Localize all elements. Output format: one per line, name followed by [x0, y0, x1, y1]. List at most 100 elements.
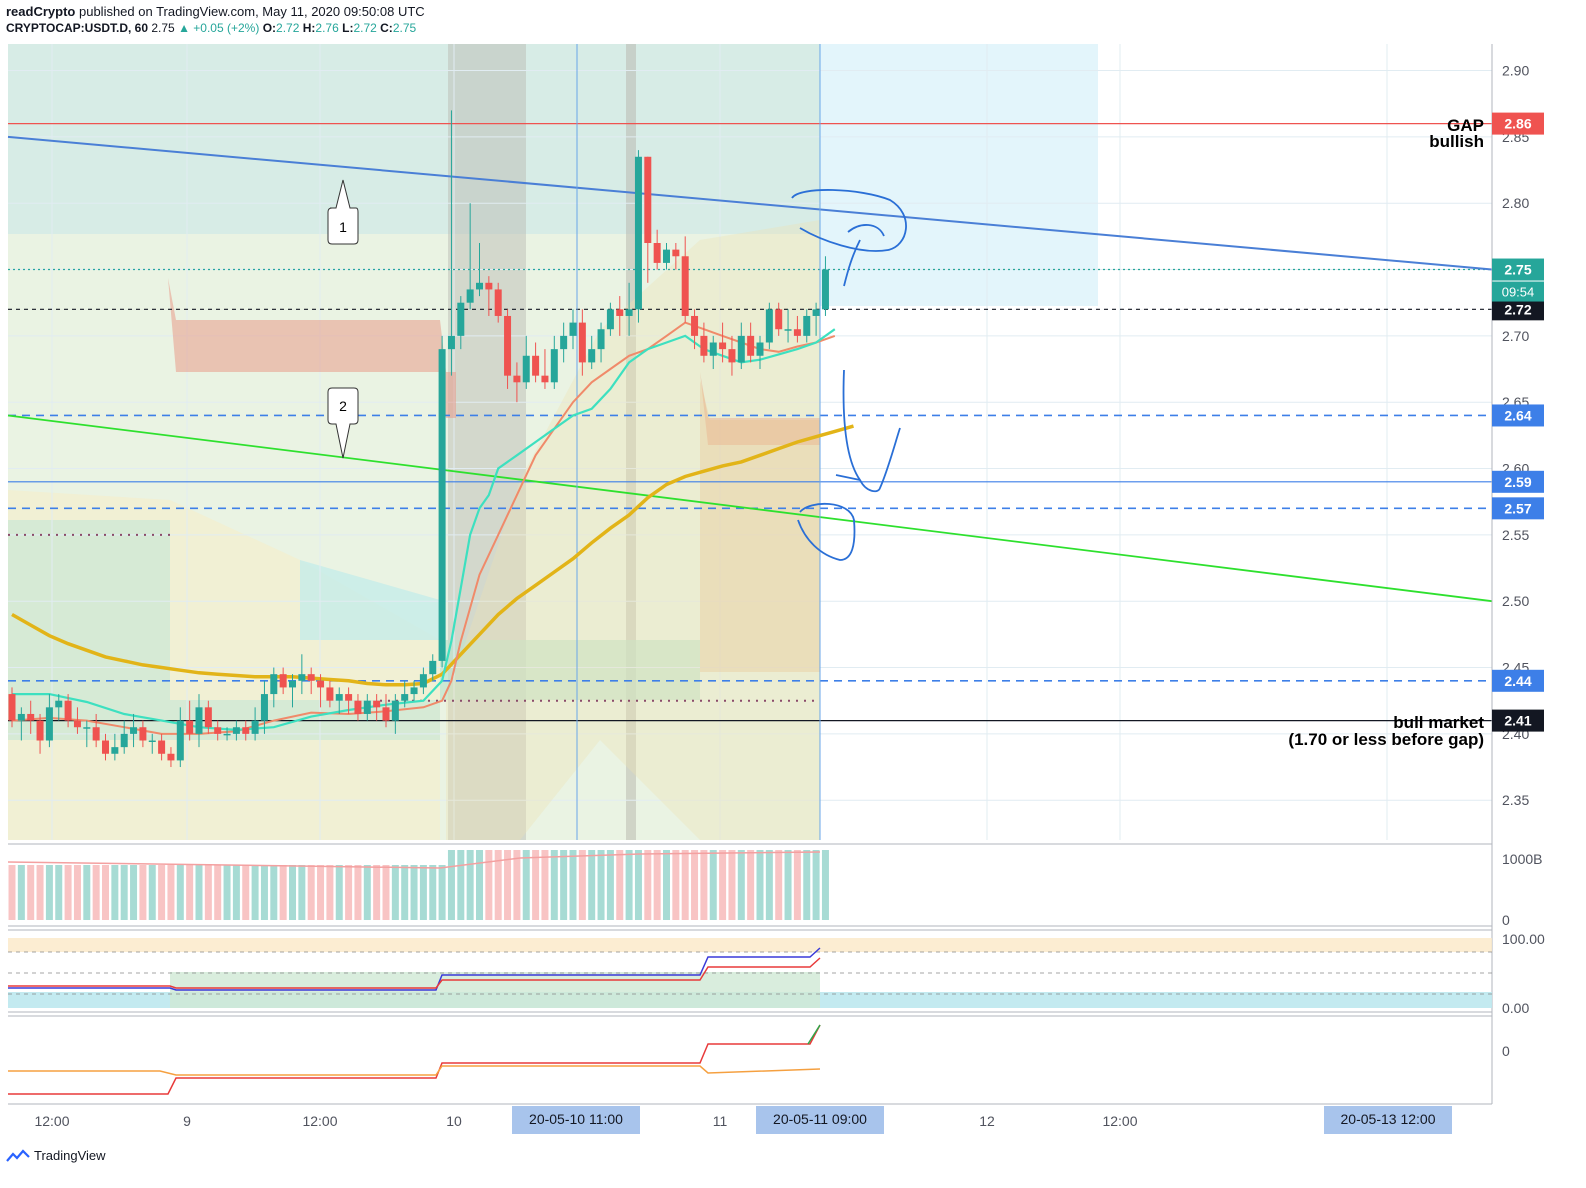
- candle: [606, 302, 614, 336]
- candle: [167, 747, 175, 768]
- volume-bar: [644, 850, 652, 920]
- volume-bar: [821, 850, 829, 920]
- candle: [756, 335, 764, 370]
- candle-body: [419, 674, 427, 688]
- volume-bar: [466, 850, 474, 920]
- candle-body: [728, 349, 736, 363]
- candle-body: [382, 707, 390, 721]
- volume-bar: [709, 850, 717, 920]
- candle-body: [466, 289, 474, 303]
- last-price: 2.75: [151, 21, 175, 35]
- callout-1: [327, 179, 359, 245]
- volume-bar: [775, 850, 783, 920]
- candle: [139, 720, 147, 748]
- price-tag-text: 2.44: [1504, 673, 1531, 689]
- candle: [588, 335, 596, 370]
- osc-red-line: [8, 957, 821, 989]
- time-highlight-text: 20-05-13 12:00: [1341, 1111, 1436, 1127]
- candle: [550, 335, 558, 389]
- candle-body: [747, 335, 755, 356]
- close-value: 2.75: [392, 21, 417, 35]
- volume-bar: [64, 865, 72, 920]
- volume-bar: [167, 865, 175, 920]
- candle-body: [92, 727, 100, 741]
- symbol-legend: CRYPTOCAP:USDT.D, 60 2.75 ▲ +0.05 (+2%) …: [6, 21, 416, 35]
- candle: [36, 713, 44, 754]
- candle: [663, 243, 670, 270]
- volume-bar: [419, 865, 427, 920]
- candle-body: [681, 256, 689, 316]
- lower-tick-label: 0: [1502, 1043, 1510, 1059]
- volume-bar: [691, 850, 699, 920]
- candle-body: [644, 156, 652, 243]
- volume-bar: [747, 850, 755, 920]
- symbol-name[interactable]: CRYPTOCAP:USDT.D, 60: [6, 21, 149, 35]
- candle: [466, 203, 474, 310]
- candle: [419, 667, 427, 695]
- callout-2-text: 2: [339, 398, 347, 414]
- candle: [345, 687, 353, 714]
- candle: [270, 667, 278, 708]
- candle: [158, 733, 166, 761]
- time-tick-label: 10: [446, 1113, 462, 1129]
- candle-body: [719, 342, 727, 350]
- candle-body: [55, 700, 63, 708]
- candle-body: [597, 329, 605, 350]
- price-chart[interactable]: 12 2.902.852.802.752.702.652.602.552.502…: [0, 0, 1586, 1148]
- candle: [92, 713, 100, 748]
- candle: [429, 654, 437, 681]
- candle-body: [476, 282, 483, 290]
- volume-bar: [45, 865, 53, 920]
- candle: [130, 713, 138, 748]
- volume-bar: [307, 865, 315, 920]
- candle-body: [821, 269, 829, 310]
- candle-body: [345, 694, 353, 701]
- volume-bar: [663, 850, 670, 920]
- cloud-red-band: [8, 278, 820, 445]
- price-tag-2.59: 2.59: [1492, 470, 1544, 493]
- time-highlight: 20-05-10 11:00: [512, 1106, 640, 1134]
- price-tag-2.75: 2.75: [1492, 258, 1544, 281]
- volume-bar: [270, 865, 278, 920]
- price-tick-label: 2.70: [1502, 328, 1529, 344]
- candle-body: [700, 335, 708, 356]
- candle-body: [73, 720, 81, 728]
- candle: [784, 309, 792, 343]
- candle-body: [242, 727, 250, 734]
- candle: [616, 296, 624, 336]
- volume-bar: [634, 850, 642, 920]
- price-change: ▲ +0.05 (+2%): [178, 21, 260, 35]
- candle-body: [391, 700, 399, 721]
- candle-body: [270, 674, 278, 695]
- candle-body: [307, 674, 315, 681]
- candle-body: [27, 713, 35, 721]
- volume-bar: [765, 850, 773, 920]
- tradingview-footer[interactable]: TradingView: [6, 1148, 106, 1163]
- candle-body: [326, 687, 334, 701]
- candle: [438, 335, 446, 668]
- candle-body: [803, 315, 811, 336]
- zone-upper-teal: [8, 44, 820, 234]
- publisher-name[interactable]: readCrypto: [6, 4, 76, 19]
- candle-body: [373, 700, 381, 708]
- price-tag-text: 2.41: [1504, 713, 1531, 729]
- volume-bar: [438, 865, 446, 920]
- high-value: 2.76: [315, 21, 339, 35]
- countdown-text: 09:54: [1502, 285, 1535, 300]
- zone-green-lower: [440, 640, 700, 700]
- countdown-tag: 09:54: [1492, 281, 1544, 302]
- candle: [560, 322, 568, 363]
- volume-bar: [784, 850, 792, 920]
- session-band-2: [626, 44, 636, 840]
- time-tick-label: 9: [183, 1113, 191, 1129]
- candle-body: [765, 309, 773, 343]
- price-tag-bg: [1492, 298, 1544, 321]
- candle-body: [625, 309, 633, 316]
- candle-body: [17, 713, 25, 721]
- candle-body: [485, 282, 493, 290]
- volume-bar: [130, 865, 138, 920]
- candle-body: [737, 335, 745, 363]
- candle: [8, 687, 16, 728]
- volume-bar: [8, 865, 16, 920]
- candle-body: [64, 700, 72, 721]
